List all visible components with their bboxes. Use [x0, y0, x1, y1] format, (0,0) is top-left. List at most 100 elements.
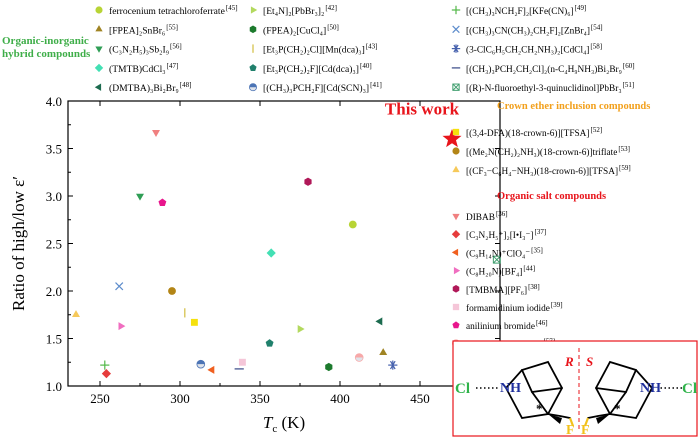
legend-marker [452, 285, 460, 293]
data-point [152, 130, 160, 137]
legend-marker [95, 6, 103, 14]
legend-label: [(R)-N-fluoroethyl-3-quinuclidinol]PbBr₃… [466, 81, 634, 94]
x-axis-label-sub: c [272, 423, 277, 435]
legend-label: [TMBMA][PF₆][38] [466, 283, 540, 296]
fluorine-atom-right: F [581, 423, 590, 438]
data-point [379, 348, 388, 356]
legend-marker [95, 25, 103, 32]
data-point [304, 177, 312, 186]
legend-group-title: Organic-inorganic hybrid compounds [2, 35, 91, 60]
legend-label: (3-ClC₆H₅CH₂CH₂NH₃)₂[CdCl₄][58] [466, 43, 602, 56]
legend-marker [452, 321, 460, 329]
legend-group-title: Crown ether inclusion compounds [497, 101, 650, 112]
legend-label-ref: [36] [496, 210, 508, 218]
legend-label-ref: [39] [551, 301, 563, 309]
legend-label: formamidinium iodide[39] [466, 301, 563, 314]
legend-label-name: ferrocenium tetrachloroferrate [109, 6, 225, 17]
plot-frame [67, 100, 501, 387]
legend-marker [451, 248, 459, 257]
legend-label-ref: [45] [226, 4, 238, 12]
legend: Organic-inorganic hybrid compounds ferroce… [2, 4, 650, 361]
x-tick-label: 300 [170, 391, 190, 406]
amine-group-left: NH [500, 381, 521, 396]
data-point [375, 317, 383, 326]
legend-marker [451, 230, 461, 239]
data-point [325, 362, 333, 372]
legend-label-ref: [43] [366, 43, 378, 51]
y-tick-label: 2.5 [46, 237, 62, 252]
legend-label: [Et₃P(CH₂)₂F][Cd(dca)₃][40] [263, 62, 372, 75]
legend-label: ferrocenium tetrachloroferrate[45] [109, 4, 238, 17]
data-point [158, 198, 167, 206]
legend-label-ref: [54] [591, 23, 603, 31]
legend-marker [250, 6, 258, 14]
y-axis-label: Ratio of high/low ε′ [9, 176, 28, 311]
molecule-r [476, 360, 575, 427]
data-point [354, 353, 364, 362]
legend-label-name: (DMTBA)₃Bi₂Br₉ [109, 83, 179, 94]
legend-label-ref: [52] [591, 126, 603, 134]
label-r: R [564, 354, 574, 369]
legend-label-ref: [42] [325, 4, 337, 12]
legend-label: DIBAB[36] [466, 210, 508, 223]
stereocenter-mark-right: * [614, 401, 621, 416]
data-point [442, 129, 462, 148]
legend-label-name: formamidinium iodide [466, 303, 550, 314]
legend-label-name: (FPEA)₂[CuCl₄] [263, 25, 326, 36]
legend-label-name: [C₃N₂H₅⁺]₂[I•I₃⁻] [466, 231, 533, 241]
molecule-structure-diagram: R S Cl NH NH Cl F F * * [452, 340, 698, 438]
legend-label-ref: [49] [575, 4, 587, 12]
legend-label: [(Me₂N(CH₂)₂NH₃)(18-crown-6)]triflate[53… [466, 145, 630, 158]
legend-marker [452, 165, 460, 173]
legend-marker [452, 147, 460, 155]
legend-label: (C₃N₂H₅)₃Sb₂I₉[56] [109, 43, 182, 56]
legend-label: [FPEA]₂SnBr₆[55] [109, 23, 178, 36]
plot-area: 2503003504004505001.01.52.02.53.03.54.0T… [9, 94, 510, 435]
legend-marker [249, 25, 257, 34]
legend-label-ref: [53] [618, 145, 630, 153]
data-point [207, 365, 215, 374]
data-point [101, 369, 111, 379]
legend-label-ref: [38] [528, 283, 540, 291]
legend-label-ref: [60] [623, 62, 635, 70]
legend-label-name: (TMTB)CdCl₃ [109, 64, 166, 75]
legend-label: (C₈H₂₀N)[BF₄][44] [466, 265, 535, 278]
y-tick-label: 3.0 [46, 189, 62, 204]
data-point [72, 310, 80, 318]
data-point [492, 255, 501, 264]
legend-label-name: anilinium bromide [466, 322, 535, 332]
legend-label-name: [(R)-N-fluoroethyl-3-quinuclidinol]PbBr₃ [466, 83, 622, 94]
y-tick-label: 2.0 [46, 284, 62, 299]
legend-label-ref: [46] [536, 319, 548, 327]
legend-label: [C₃N₂H₅⁺]₂[I•I₃⁻][37] [466, 228, 546, 241]
legend-label: (TMTB)CdCl₃[47] [109, 62, 178, 75]
legend-label-ref: [41] [370, 81, 382, 89]
x-tick-label: 350 [250, 391, 270, 406]
legend-label-ref: [44] [523, 265, 535, 273]
legend-label-name: DIBAB [466, 213, 495, 223]
legend-label-ref: [55] [166, 23, 178, 31]
data-point [115, 282, 124, 291]
legend-label-name: (3-ClC₆H₅CH₂CH₂NH₃)₂[CdCl₄] [466, 45, 589, 56]
legend-label: [(CF₃−C₆H₄−NH₃)(18-crown-6)][TFSA][59] [466, 164, 631, 177]
data-point [265, 339, 274, 347]
legend-marker [452, 303, 460, 311]
legend-label-name: (C₈H₂₀N)[BF₄] [466, 267, 522, 278]
legend-label-ref: [59] [619, 164, 631, 172]
data-point [297, 325, 305, 333]
y-tick-label: 4.0 [46, 94, 62, 109]
molecule-s [583, 360, 682, 427]
legend-label-ref: [47] [167, 62, 179, 70]
legend-label-name: [Et₃P(CH₂)₂F][Cd(dca)₃] [263, 64, 359, 75]
legend-label-name: (C₉H₁₄N)⁺ClO₄⁻ [466, 248, 530, 259]
amine-group-right: NH [640, 381, 661, 396]
legend-label-name: [Et₄N]₂[PbBr₃]₂ [263, 6, 324, 17]
legend-label-name: [(CH₃)₃CN(CH₃)₂CH₂F]₂[ZnBr₄] [466, 25, 590, 36]
y-tick-label: 1.0 [46, 379, 62, 394]
legend-label: [Et₃P(CH₂)₂Cl][Mn(dca)₃][43] [263, 43, 378, 56]
legend-label: [(CH₃)₃NCH₂F]₂[KFe(CN)₆][49] [466, 4, 586, 17]
legend-label: [(CH₃)₃CN(CH₃)₂CH₂F]₂[ZnBr₄][54] [466, 23, 603, 36]
data-point [100, 360, 110, 370]
legend-label-ref: [56] [170, 43, 182, 51]
